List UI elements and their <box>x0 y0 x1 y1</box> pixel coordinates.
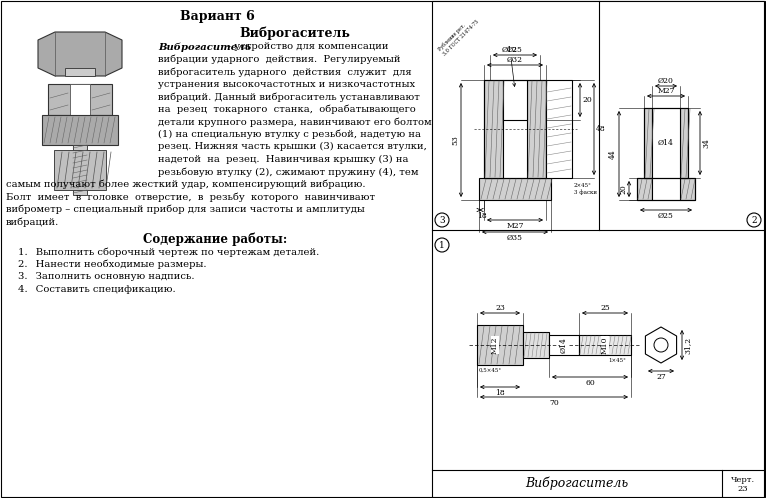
Text: 48: 48 <box>596 125 606 133</box>
Text: вибраций. Данный виброгаситель устанавливают: вибраций. Данный виброгаситель устанавли… <box>158 92 420 102</box>
Bar <box>503 80 527 120</box>
Text: детали крупного размера, навинчивают его болтом: детали крупного размера, навинчивают его… <box>158 117 431 126</box>
Bar <box>484 80 503 178</box>
Text: виброметр – специальный прибор для записи частоты и амплитуды: виброметр – специальный прибор для запис… <box>6 205 365 214</box>
Text: Ø20: Ø20 <box>658 77 674 85</box>
Text: вибраций.: вибраций. <box>6 217 59 227</box>
Bar <box>73 145 87 195</box>
Circle shape <box>747 213 761 227</box>
Text: 1×45°: 1×45° <box>608 358 626 363</box>
Bar <box>549 335 579 355</box>
Text: Рубление рет.
3,0 ГОСТ 21474-75: Рубление рет. 3,0 ГОСТ 21474-75 <box>437 13 480 56</box>
Polygon shape <box>646 327 676 363</box>
Text: 23: 23 <box>738 485 748 493</box>
Text: вибрации ударного  действия.  Регулируемый: вибрации ударного действия. Регулируемый <box>158 54 401 64</box>
Circle shape <box>435 213 449 227</box>
Bar <box>484 80 546 178</box>
Text: Ø32: Ø32 <box>507 56 523 64</box>
Text: 70: 70 <box>549 399 559 407</box>
Text: 53: 53 <box>451 135 459 145</box>
Text: 18: 18 <box>495 389 505 397</box>
Polygon shape <box>38 32 122 76</box>
Bar <box>637 178 695 200</box>
Bar <box>680 178 695 200</box>
Text: Черт.: Черт. <box>731 476 755 484</box>
Text: (1) на специальную втулку с резьбой, надетую на: (1) на специальную втулку с резьбой, над… <box>158 129 421 139</box>
Text: 44: 44 <box>609 149 617 159</box>
Text: 0,5×45°: 0,5×45° <box>479 368 502 373</box>
Text: резьбовую втулку (2), сжимают пружину (4), тем: резьбовую втулку (2), сжимают пружину (4… <box>158 167 418 176</box>
Text: виброгаситель ударного  действия  служит  для: виброгаситель ударного действия служит д… <box>158 67 411 77</box>
Text: M10: M10 <box>601 336 609 354</box>
Bar <box>637 178 652 200</box>
Bar <box>432 1 764 497</box>
Bar <box>523 332 549 358</box>
Bar <box>652 108 680 200</box>
Text: 18: 18 <box>476 212 486 220</box>
Bar <box>527 80 546 178</box>
Text: Виброгаситель: Виброгаситель <box>525 477 629 490</box>
Text: Ø14: Ø14 <box>560 337 568 353</box>
Text: устранения высокочастотных и низкочастотных: устранения высокочастотных и низкочастот… <box>158 80 415 89</box>
Text: 2.  Нанести необходимые размеры.: 2. Нанести необходимые размеры. <box>18 259 207 269</box>
Circle shape <box>435 238 449 252</box>
Bar <box>644 108 688 178</box>
Text: 27: 27 <box>656 373 666 381</box>
Text: Ø14: Ø14 <box>658 139 674 147</box>
Bar <box>54 150 106 190</box>
Bar <box>546 80 572 178</box>
Text: 1: 1 <box>439 241 445 249</box>
Text: 1.  Выполнить сборочный чертеж по чертежам деталей.: 1. Выполнить сборочный чертеж по чертежа… <box>18 247 319 256</box>
Text: M12: M12 <box>491 336 499 354</box>
Text: на  резец  токарного  станка,  обрабатывающего: на резец токарного станка, обрабатывающе… <box>158 105 416 114</box>
Text: надетой  на  резец.  Навинчивая крышку (3) на: надетой на резец. Навинчивая крышку (3) … <box>158 154 408 164</box>
Text: 4.  Составить спецификацию.: 4. Составить спецификацию. <box>18 284 175 293</box>
Text: Виброгаситель: Виброгаситель <box>240 26 350 39</box>
Text: М27: М27 <box>506 222 524 230</box>
Text: Содержание работы:: Содержание работы: <box>143 233 287 246</box>
Text: 25: 25 <box>600 304 610 312</box>
Bar <box>65 68 95 76</box>
Bar <box>579 335 631 355</box>
Text: М27: М27 <box>657 87 675 95</box>
Bar <box>477 325 523 365</box>
Bar <box>680 108 688 178</box>
Bar <box>644 108 652 178</box>
Text: 31,2: 31,2 <box>684 337 692 354</box>
Bar <box>479 178 551 200</box>
Text: 60: 60 <box>585 379 595 387</box>
Text: Ø25: Ø25 <box>507 46 523 54</box>
Text: – устройство для компенсации: – устройство для компенсации <box>223 42 388 51</box>
Bar <box>48 84 112 115</box>
Text: самым получают более жесткий удар, компенсирующий вибрацию.: самым получают более жесткий удар, компе… <box>6 179 365 189</box>
Text: Виброгаситель: Виброгаситель <box>158 42 251 51</box>
Text: 3: 3 <box>439 216 445 225</box>
Text: резец. Нижняя часть крышки (3) касается втулки,: резец. Нижняя часть крышки (3) касается … <box>158 142 427 151</box>
Bar <box>42 115 118 145</box>
Bar <box>70 84 90 115</box>
Text: 3 фаски: 3 фаски <box>574 189 597 195</box>
Text: 23: 23 <box>495 304 505 312</box>
Text: 2: 2 <box>751 216 757 225</box>
Text: 2×45°: 2×45° <box>574 182 592 188</box>
Text: 20: 20 <box>582 96 592 104</box>
Text: Вариант 6: Вариант 6 <box>179 10 254 23</box>
Text: Ø35: Ø35 <box>507 234 523 242</box>
Text: Болт  имеет  в  головке  отверстие,  в  резьбу  которого  навинчивают: Болт имеет в головке отверстие, в резьбу… <box>6 192 375 202</box>
Circle shape <box>654 338 668 352</box>
Text: Ø12: Ø12 <box>502 46 518 87</box>
Text: 20: 20 <box>619 184 627 194</box>
Text: Ø25: Ø25 <box>658 212 674 220</box>
Text: 3.  Заполнить основную надпись.: 3. Заполнить основную надпись. <box>18 272 195 281</box>
Text: 34: 34 <box>702 138 710 148</box>
